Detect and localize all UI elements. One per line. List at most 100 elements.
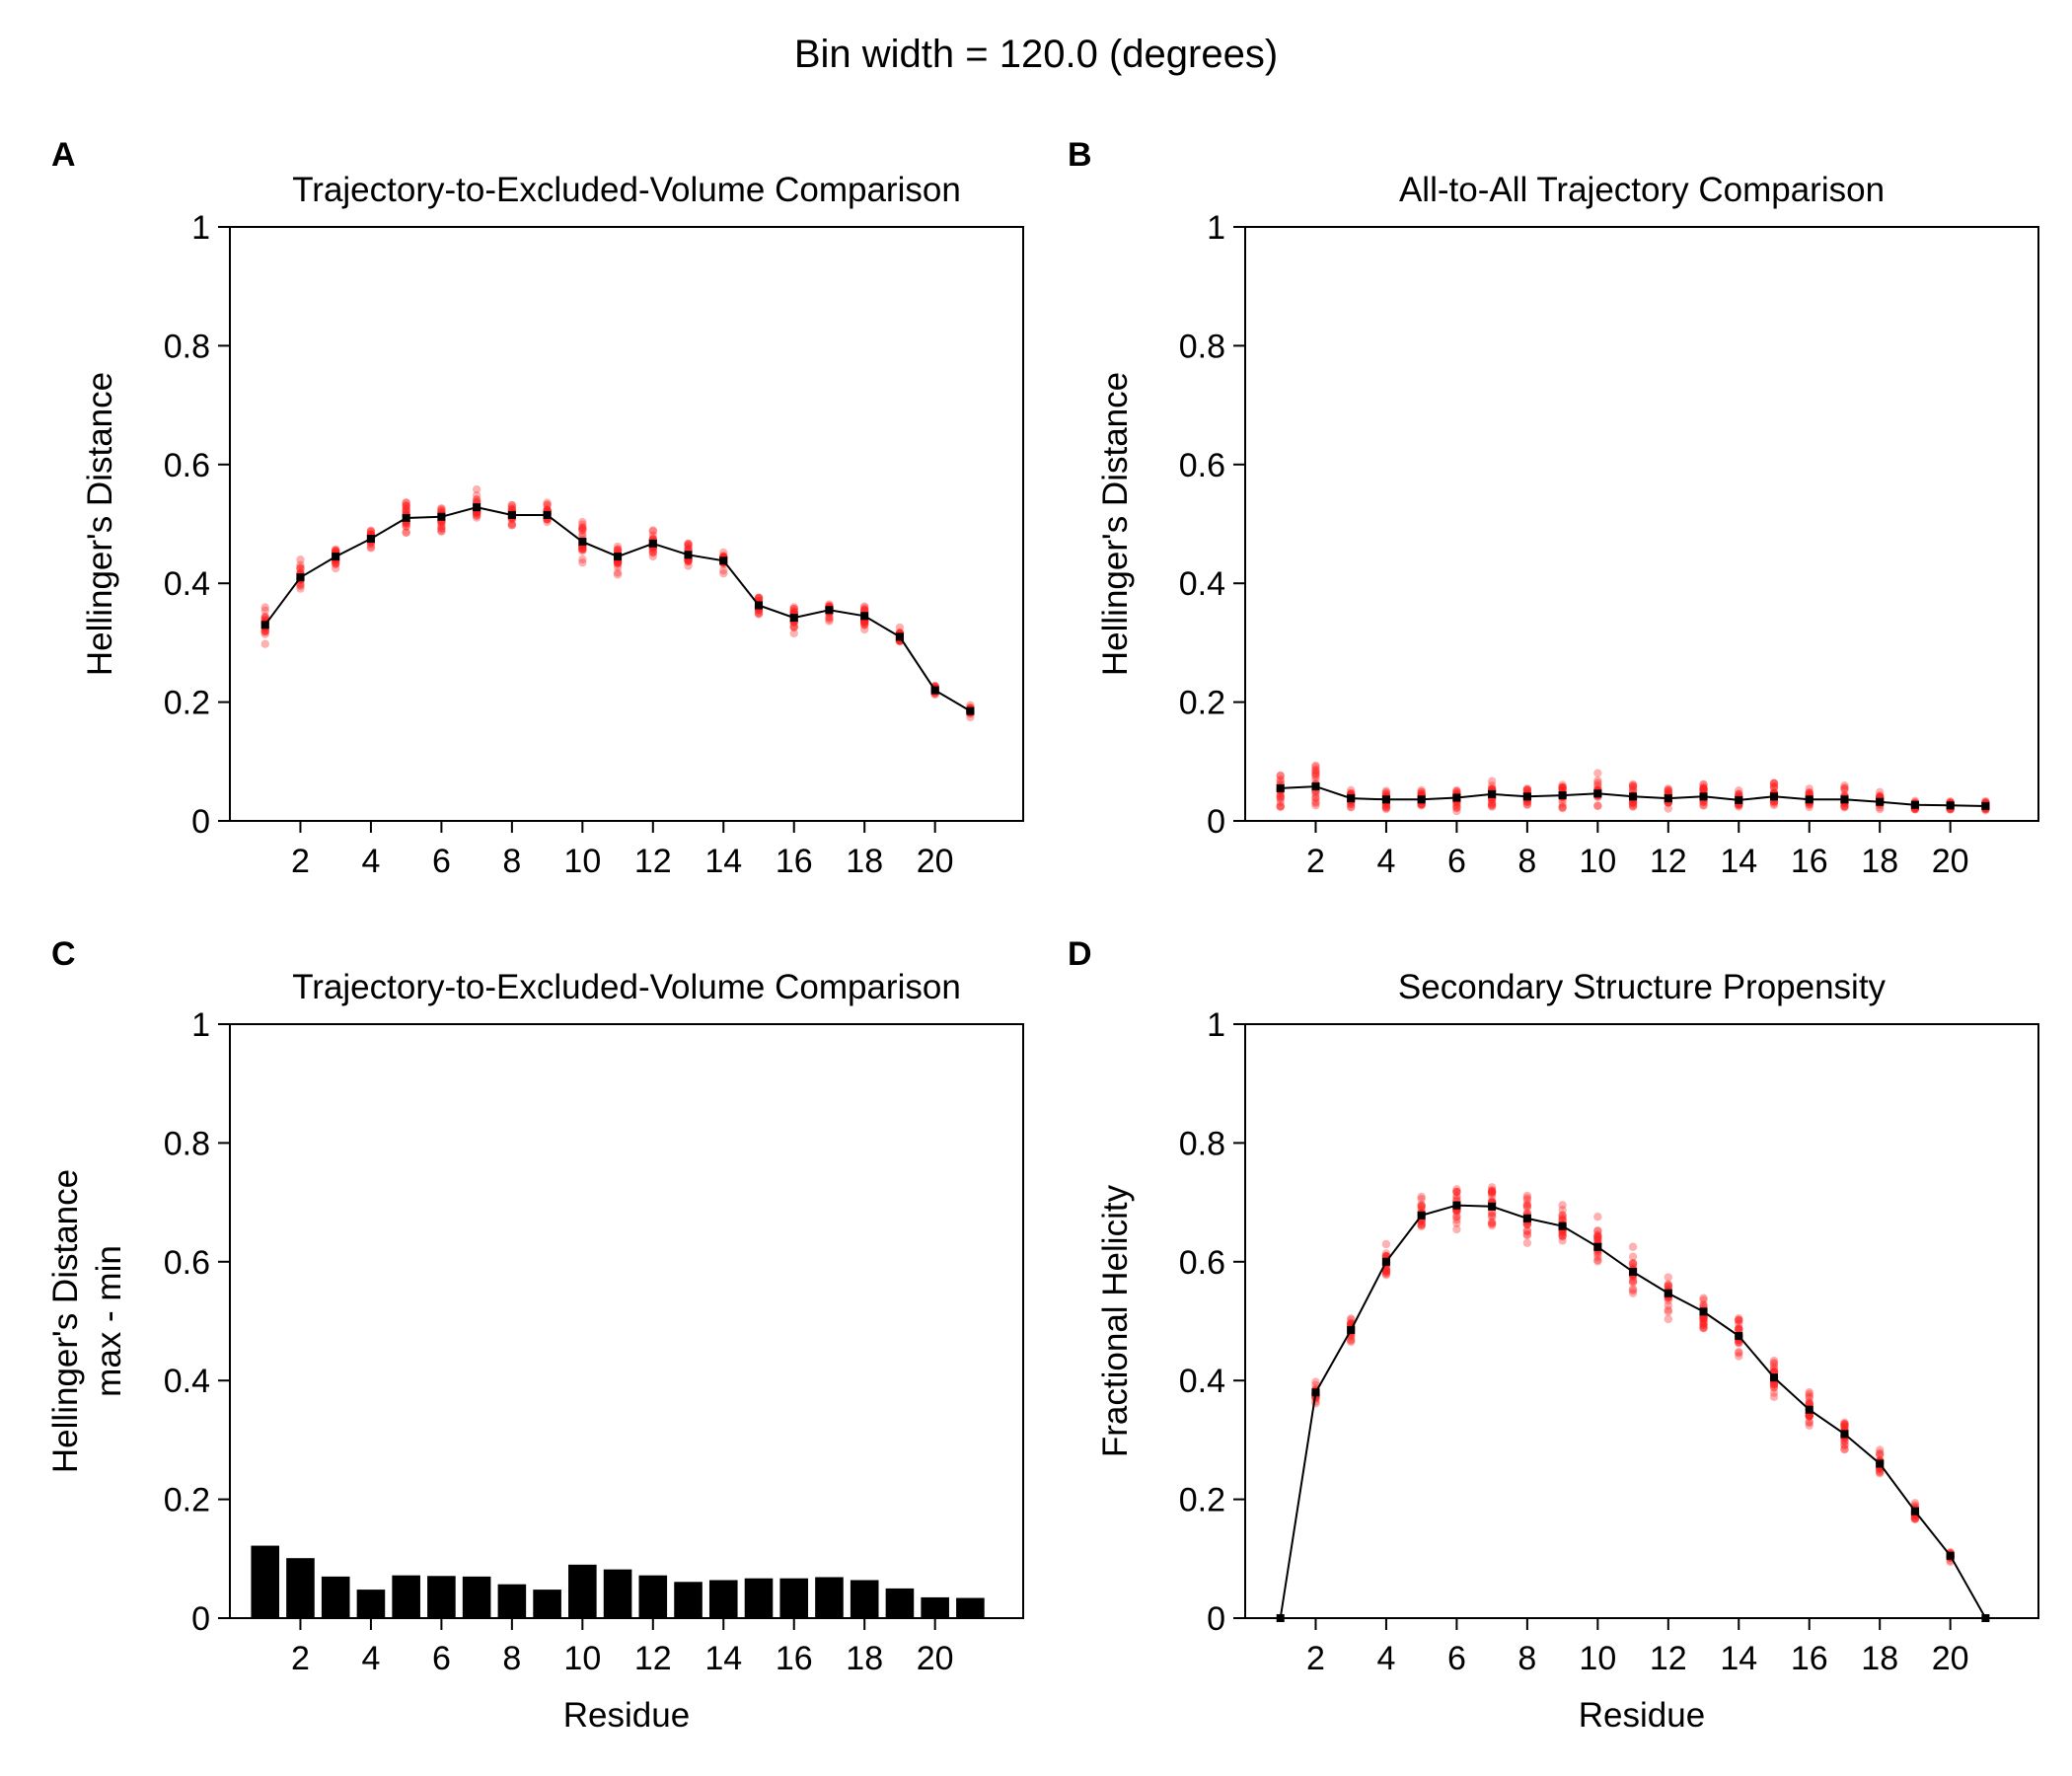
replicate-point <box>402 501 410 510</box>
replicate-point <box>578 523 587 532</box>
replicate-point <box>860 618 869 627</box>
replicate-point <box>1769 1360 1779 1369</box>
replicate-point <box>1699 1316 1708 1325</box>
replicate-point <box>1487 1212 1497 1221</box>
replicate-point <box>1558 1228 1567 1238</box>
y-tick-label: 0 <box>191 803 210 841</box>
panel-label: C <box>51 935 76 973</box>
replicate-point <box>1487 800 1497 810</box>
replicate-point <box>754 610 764 619</box>
replicate-point <box>366 527 376 536</box>
replicate-point <box>1381 1249 1391 1258</box>
replicate-point <box>437 523 446 533</box>
replicate-point <box>1840 1444 1849 1453</box>
mean-point <box>1417 1211 1426 1220</box>
replicate-point <box>1876 1468 1885 1478</box>
replicate-point <box>1628 802 1638 811</box>
replicate-point <box>754 593 764 603</box>
replicate-point <box>1699 1324 1708 1333</box>
replicate-point <box>1522 785 1532 795</box>
replicate-point <box>1805 787 1813 797</box>
replicate-point <box>1805 1411 1813 1421</box>
replicate-point <box>402 507 410 517</box>
replicate-point <box>578 544 587 553</box>
replicate-point <box>578 547 587 555</box>
replicate-point <box>1452 1185 1461 1194</box>
replicate-point <box>1840 785 1849 794</box>
replicate-point <box>860 620 869 629</box>
replicate-point <box>1664 1283 1673 1292</box>
mean-point <box>1593 1242 1602 1251</box>
mean-point <box>966 706 975 715</box>
y-tick-label: 0.4 <box>1179 565 1225 603</box>
mean-point <box>1664 1289 1672 1297</box>
mean-point <box>648 539 657 548</box>
replicate-point <box>578 544 587 553</box>
replicate-point <box>1805 1387 1813 1397</box>
replicate-point <box>1769 1382 1779 1391</box>
mean-point <box>1522 792 1531 801</box>
replicate-point <box>613 570 623 579</box>
replicate-point <box>1593 1233 1602 1242</box>
replicate-point <box>402 522 410 531</box>
replicate-point <box>1593 776 1602 785</box>
replicate-point <box>1699 785 1708 795</box>
replicate-point <box>1522 785 1532 795</box>
bar <box>603 1569 632 1618</box>
replicate-point <box>1487 1186 1497 1195</box>
replicate-point <box>1593 1213 1602 1221</box>
replicate-point <box>1699 1313 1708 1323</box>
replicate-point <box>1487 1221 1497 1230</box>
replicate-point <box>1628 782 1638 791</box>
replicate-point <box>789 622 798 631</box>
replicate-point <box>1840 1420 1849 1430</box>
replicate-point <box>1876 1450 1885 1460</box>
replicate-point <box>1311 793 1320 802</box>
replicate-point <box>1840 781 1849 790</box>
replicate-point <box>1522 800 1532 809</box>
replicate-point <box>1840 1423 1849 1432</box>
replicate-point <box>1664 784 1673 793</box>
replicate-point <box>1805 1392 1813 1401</box>
replicate-point <box>332 559 340 569</box>
replicate-point <box>1558 803 1567 813</box>
replicate-point <box>1311 1377 1320 1386</box>
replicate-point <box>1699 1316 1708 1326</box>
replicate-point <box>543 517 552 527</box>
bar <box>638 1575 668 1618</box>
replicate-point <box>472 511 481 520</box>
bar <box>744 1578 774 1618</box>
bar <box>321 1576 350 1618</box>
mean-point <box>1840 1430 1849 1439</box>
replicate-point <box>1664 1273 1673 1282</box>
replicate-point <box>1452 806 1461 816</box>
replicate-point <box>1664 787 1673 796</box>
y-tick-label: 0.4 <box>164 1363 210 1400</box>
replicate-point <box>1769 782 1779 791</box>
replicate-point <box>684 556 693 565</box>
replicate-point <box>1735 1323 1743 1333</box>
x-tick-label: 20 <box>1932 1640 1969 1677</box>
replicate-point <box>789 623 798 632</box>
replicate-point <box>895 623 905 632</box>
replicate-point <box>1840 1444 1849 1454</box>
replicate-point <box>613 558 623 568</box>
replicate-point <box>507 521 517 530</box>
replicate-point <box>1381 1267 1391 1276</box>
replicate-point <box>1805 1393 1813 1403</box>
replicate-point <box>1522 1203 1532 1213</box>
replicate-point <box>1558 783 1567 792</box>
x-tick-label: 2 <box>291 843 310 880</box>
replicate-point <box>1699 783 1708 793</box>
x-tick-label: 8 <box>502 1640 521 1677</box>
replicate-point <box>507 500 517 510</box>
replicate-point <box>1593 780 1602 789</box>
y-tick-label: 0 <box>1207 803 1225 841</box>
replicate-point <box>296 555 305 564</box>
replicate-point <box>1840 1421 1849 1430</box>
replicate-point <box>332 545 340 554</box>
replicate-point <box>1840 803 1849 812</box>
replicate-point <box>1769 1359 1779 1368</box>
replicate-point <box>1347 1336 1356 1345</box>
